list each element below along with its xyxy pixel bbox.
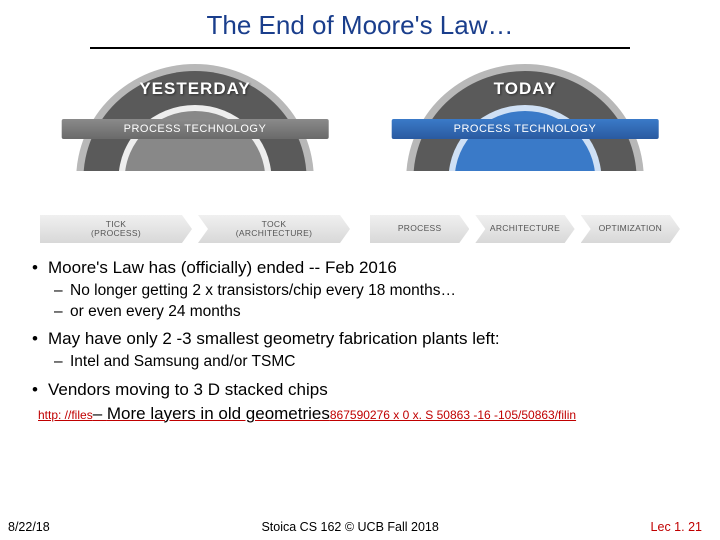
ribbon-row-left: TICK(PROCESS) TOCK(ARCHITECTURE) (40, 215, 350, 243)
ribbon-optimization: OPTIMIZATION (581, 215, 680, 243)
bullet-3a-overlay: – More layers in old geometries (93, 404, 330, 423)
slide: The End of Moore's Law… YESTERDAY PROCES (0, 0, 720, 540)
bullet-list: Moore's Law has (officially) ended -- Fe… (30, 257, 690, 424)
footer-date: 8/22/18 (8, 520, 50, 534)
footer: 8/22/18 Stoica CS 162 © UCB Fall 2018 Le… (0, 520, 720, 534)
ribbon-architecture: ARCHITECTURE (475, 215, 574, 243)
panel-yesterday: YESTERDAY PROCESS TECHNOLOGY TICK(PROCES… (40, 61, 350, 243)
footer-lec: Lec 1. 21 (651, 520, 702, 534)
panel-today: TODAY PROCESS TECHNOLOGY PROCESS ARCHITE… (370, 61, 680, 243)
ribbon-row-right: PROCESS ARCHITECTURE OPTIMIZATION (370, 215, 680, 243)
diagram-area: YESTERDAY PROCESS TECHNOLOGY TICK(PROCES… (40, 61, 680, 243)
ribbon-process: PROCESS (370, 215, 469, 243)
panel-header-today: TODAY (494, 79, 557, 99)
bullet-1b: or even every 24 months (30, 302, 690, 322)
arc-today: TODAY PROCESS TECHNOLOGY (370, 61, 680, 211)
bullet-2a: Intel and Samsung and/or TSMC (30, 352, 690, 372)
link-row[interactable]: http: //files– More layers in old geomet… (30, 403, 690, 425)
ribbon-tick: TICK(PROCESS) (40, 215, 192, 243)
panel-sub-today: PROCESS TECHNOLOGY (392, 119, 659, 139)
link-suffix: 867590276 x 0 x. S 50863 -16 -105/50863/… (330, 408, 576, 422)
slide-title: The End of Moore's Law… (90, 10, 630, 49)
panel-header-yesterday: YESTERDAY (139, 79, 250, 99)
arc-yesterday: YESTERDAY PROCESS TECHNOLOGY (40, 61, 350, 211)
link-prefix: http: //files (38, 408, 93, 422)
ribbon-tock: TOCK(ARCHITECTURE) (198, 215, 350, 243)
bullet-2: May have only 2 -3 smallest geometry fab… (30, 328, 690, 350)
panel-sub-yesterday: PROCESS TECHNOLOGY (62, 119, 329, 139)
bullet-3: Vendors moving to 3 D stacked chips (30, 379, 690, 401)
footer-center: Stoica CS 162 © UCB Fall 2018 (261, 520, 438, 534)
bullet-1: Moore's Law has (officially) ended -- Fe… (30, 257, 690, 279)
bullet-1a: No longer getting 2 x transistors/chip e… (30, 281, 690, 301)
